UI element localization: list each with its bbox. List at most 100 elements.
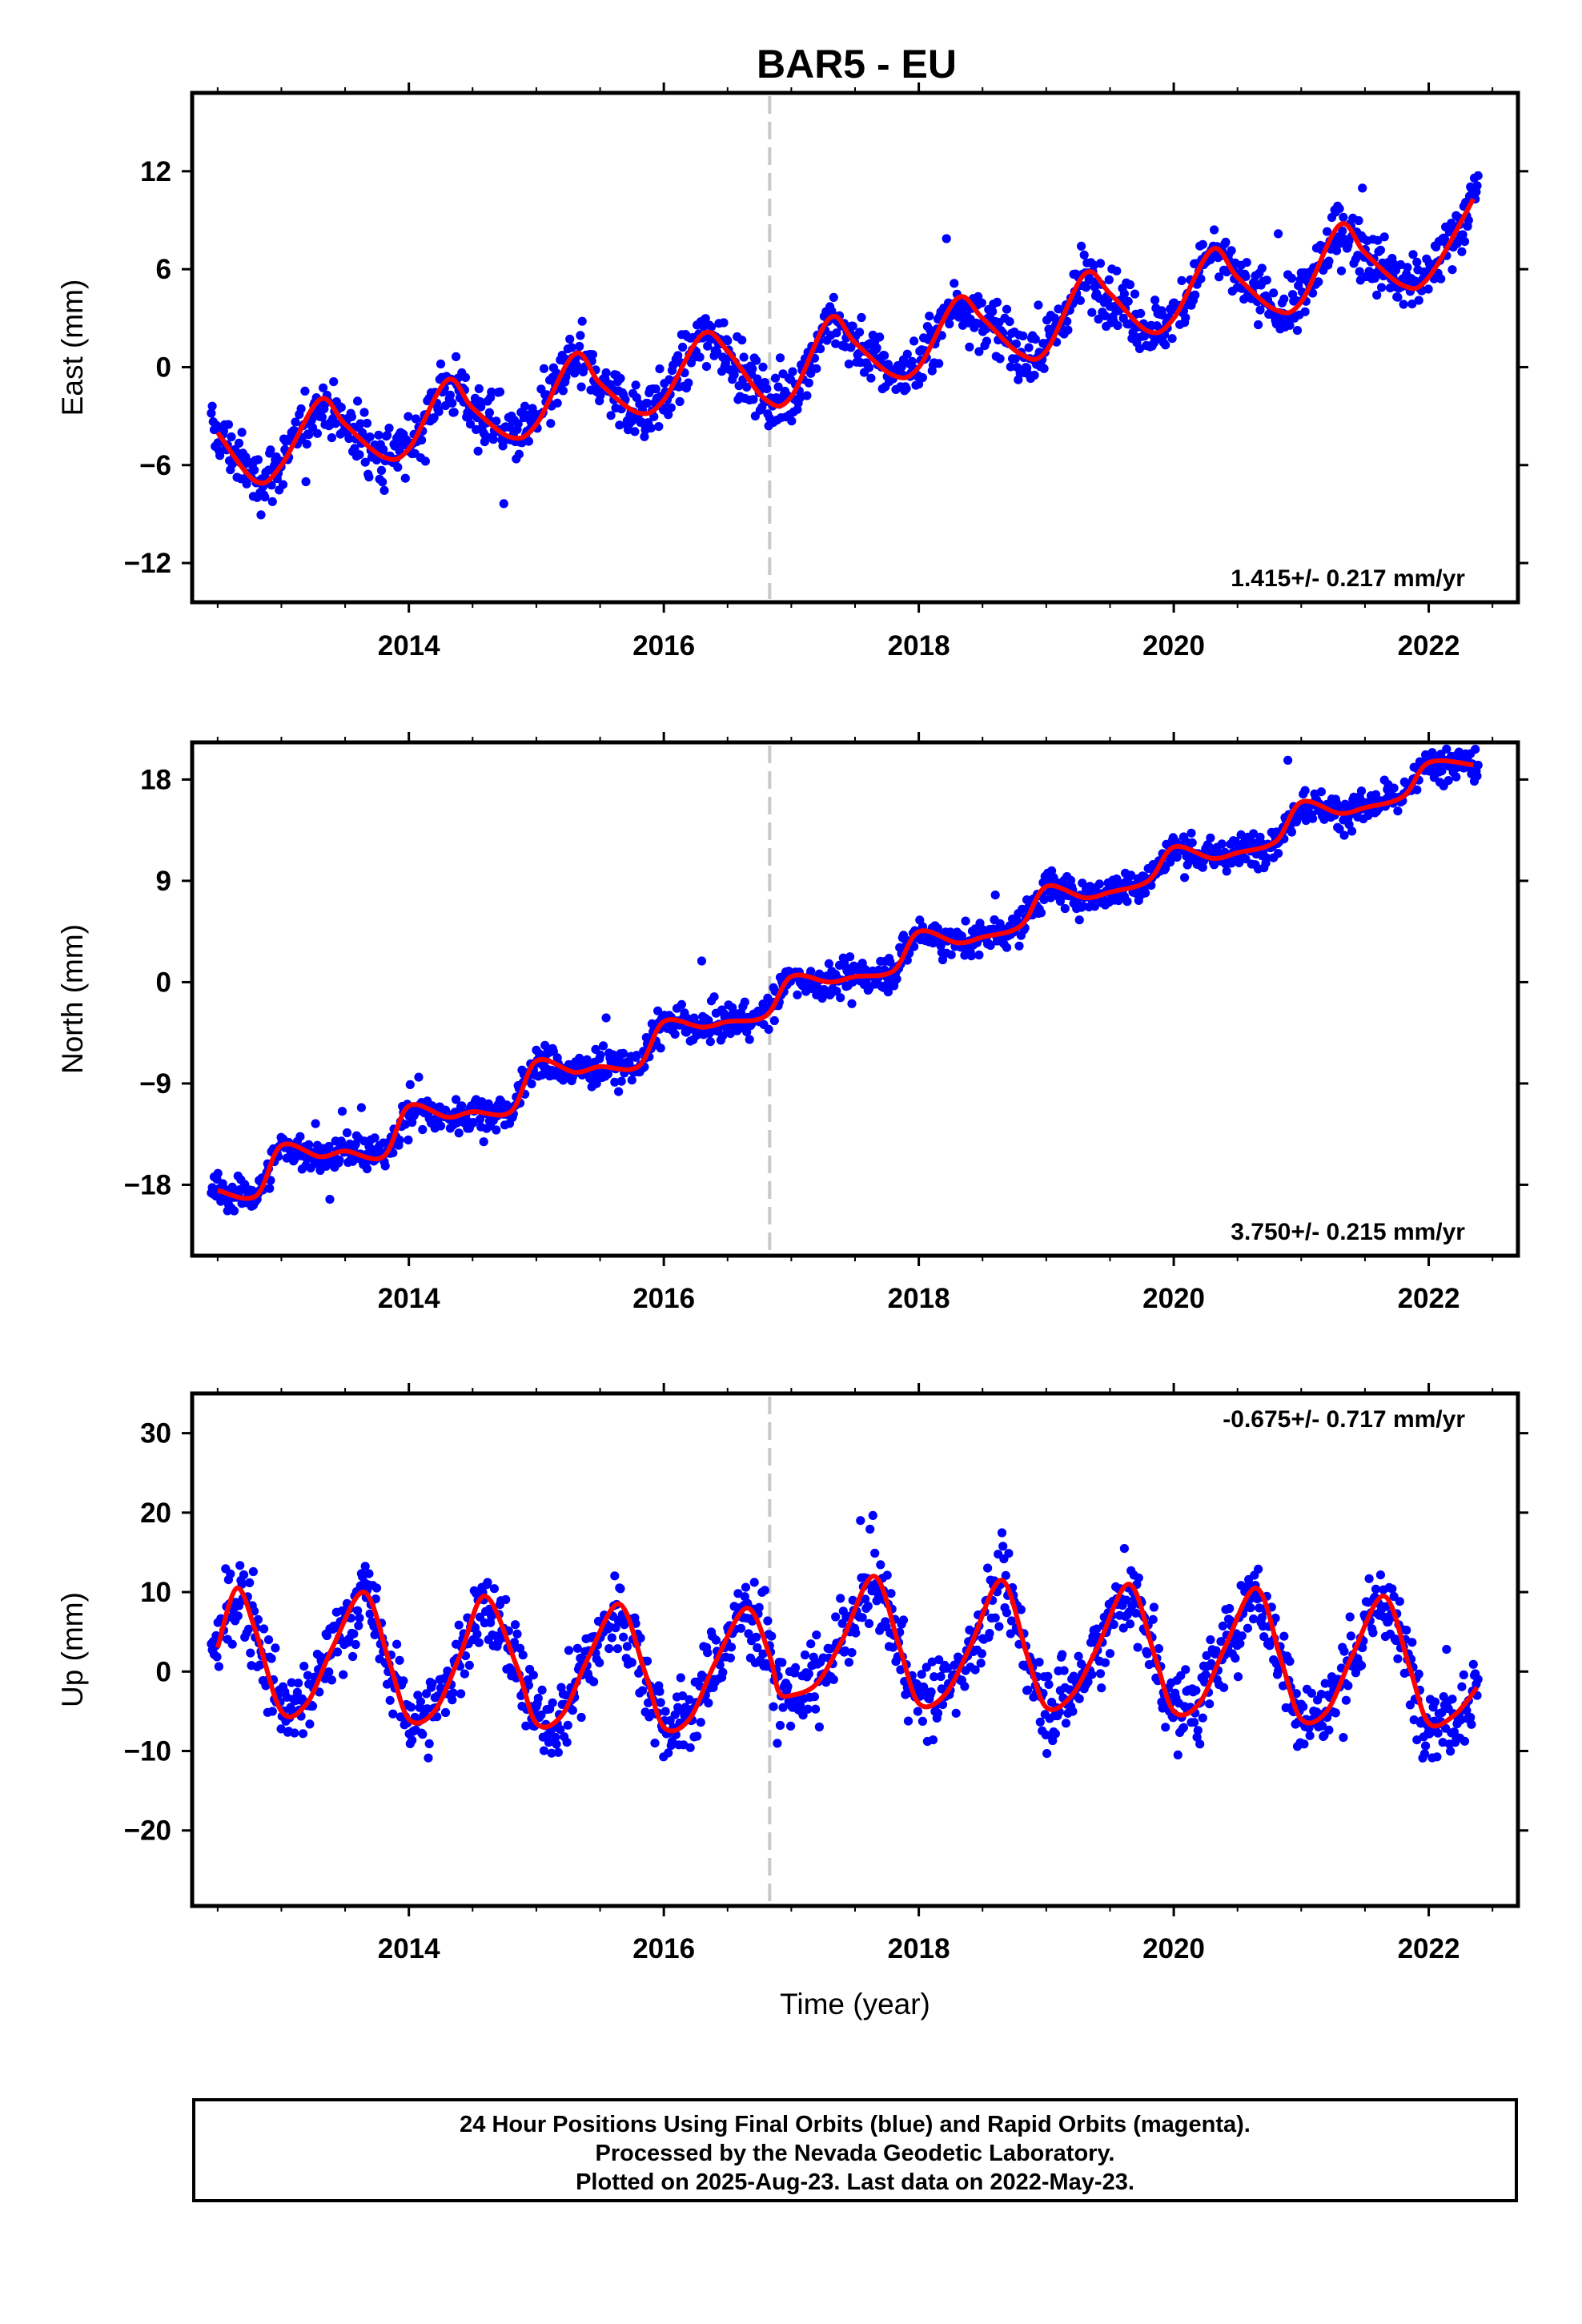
east-point: [291, 417, 300, 427]
east-point: [236, 474, 246, 484]
north-point: [709, 992, 719, 1002]
east-point: [934, 359, 944, 368]
up-point: [913, 1707, 922, 1716]
up-point: [568, 1706, 577, 1715]
up-point: [456, 1689, 466, 1699]
east-point: [329, 377, 339, 387]
north-point: [365, 1143, 375, 1152]
east-point: [1257, 263, 1267, 273]
up-point: [460, 1669, 470, 1679]
east-point: [1355, 267, 1364, 276]
up-point: [1087, 1670, 1097, 1679]
up-point: [1127, 1601, 1137, 1610]
east-point: [300, 386, 310, 396]
up-point: [1004, 1549, 1014, 1558]
up-point: [245, 1578, 255, 1587]
up-point: [977, 1649, 986, 1659]
up-point: [933, 1708, 943, 1718]
up-point: [1339, 1647, 1349, 1656]
up-point: [650, 1739, 660, 1748]
north-ytick-label: −9: [139, 1068, 171, 1100]
north-point: [1186, 828, 1196, 838]
north-point: [1344, 819, 1354, 830]
up-point: [1299, 1739, 1309, 1749]
east-point: [417, 435, 427, 445]
up-ytick-label: −20: [124, 1815, 171, 1847]
north-point: [1473, 760, 1483, 770]
up-point: [1457, 1682, 1467, 1691]
east-point: [864, 363, 874, 372]
up-point: [595, 1658, 604, 1667]
east-point: [1292, 326, 1303, 336]
up-point: [399, 1676, 408, 1686]
up-point: [763, 1616, 773, 1626]
up-point: [1097, 1683, 1106, 1693]
east-point: [1242, 258, 1251, 267]
up-ytick-label: −10: [124, 1736, 171, 1767]
north-point: [468, 1118, 478, 1128]
up-point: [1466, 1713, 1476, 1723]
north-point: [619, 1048, 628, 1058]
east-point: [514, 449, 524, 459]
up-point: [740, 1592, 749, 1602]
up-point: [696, 1718, 705, 1727]
up-point: [320, 1674, 330, 1683]
up-point: [1181, 1665, 1191, 1675]
up-point: [1001, 1570, 1010, 1580]
north-point: [1452, 772, 1461, 782]
north-point: [457, 1101, 467, 1111]
east-point: [567, 343, 576, 352]
up-point: [678, 1691, 688, 1701]
north-point: [404, 1135, 413, 1145]
up-model-curve: [215, 1574, 1480, 1734]
east-point: [1134, 344, 1145, 353]
up-point: [1195, 1739, 1205, 1749]
up-point: [355, 1613, 364, 1622]
east-point: [832, 328, 841, 338]
up-rate-label: -0.675+/- 0.717 mm/yr: [1223, 1406, 1465, 1433]
east-point: [546, 419, 556, 428]
east-point: [748, 364, 757, 374]
east-points: [207, 171, 1483, 520]
up-point: [353, 1606, 363, 1615]
east-point: [256, 510, 266, 520]
east-point: [1100, 311, 1110, 320]
north-point: [380, 1161, 390, 1171]
up-point: [831, 1612, 841, 1622]
north-point: [414, 1072, 424, 1082]
up-point: [1414, 1669, 1423, 1679]
up-point: [1074, 1694, 1084, 1703]
east-point: [695, 352, 705, 362]
east-point: [445, 390, 456, 400]
up-point: [1192, 1732, 1202, 1742]
up-point: [483, 1578, 492, 1587]
north-point: [769, 1015, 779, 1026]
north-point: [596, 1050, 605, 1059]
north-point: [1161, 863, 1170, 873]
up-point: [670, 1710, 680, 1719]
north-xtick-label: 2016: [632, 1283, 695, 1314]
east-point: [1077, 241, 1086, 251]
up-point: [1006, 1616, 1017, 1626]
up-point: [851, 1628, 861, 1638]
east-point: [773, 382, 783, 392]
up-point: [290, 1728, 299, 1738]
east-point: [576, 382, 586, 392]
up-point: [812, 1630, 821, 1640]
up-point: [1198, 1713, 1207, 1723]
up-point: [876, 1560, 885, 1570]
east-point: [909, 336, 919, 346]
up-point: [448, 1695, 457, 1705]
east-point: [1123, 296, 1133, 306]
north-point: [986, 940, 995, 951]
east-point: [1414, 296, 1423, 305]
east-point: [360, 457, 370, 467]
up-point: [1190, 1718, 1199, 1727]
up-point: [1356, 1661, 1367, 1671]
up-point: [1201, 1670, 1211, 1679]
east-ytick-label: −6: [139, 450, 171, 481]
north-point: [1437, 766, 1447, 776]
east-point: [1423, 284, 1433, 294]
north-point: [575, 1053, 584, 1063]
